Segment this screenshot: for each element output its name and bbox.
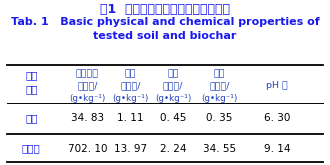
Text: 2. 24: 2. 24 [160, 144, 186, 153]
Text: (g•kg⁻¹): (g•kg⁻¹) [112, 94, 148, 103]
Text: (g•kg⁻¹): (g•kg⁻¹) [201, 94, 238, 103]
Text: tested soil and biochar: tested soil and biochar [93, 31, 237, 41]
Text: 702. 10: 702. 10 [68, 144, 107, 153]
Text: 质量比/: 质量比/ [77, 81, 98, 90]
Text: 6. 30: 6. 30 [264, 113, 290, 123]
Text: 土壤: 土壤 [25, 113, 38, 123]
Text: 全磷: 全磷 [168, 69, 179, 78]
Text: 34. 55: 34. 55 [203, 144, 236, 153]
Text: 供试
材料: 供试 材料 [25, 70, 38, 95]
Text: 质量比/: 质量比/ [209, 81, 230, 90]
Text: 全氮: 全氮 [125, 69, 136, 78]
Text: 总有机碳: 总有机碳 [76, 69, 99, 78]
Text: Tab. 1   Basic physical and chemical properties of: Tab. 1 Basic physical and chemical prope… [11, 17, 319, 27]
Text: 0. 45: 0. 45 [160, 113, 186, 123]
Text: 生物炭: 生物炭 [22, 144, 41, 153]
Text: (g•kg⁻¹): (g•kg⁻¹) [69, 94, 106, 103]
Text: 13. 97: 13. 97 [114, 144, 147, 153]
Text: 1. 11: 1. 11 [117, 113, 144, 123]
Text: 质量比/: 质量比/ [163, 81, 183, 90]
Text: 9. 14: 9. 14 [264, 144, 290, 153]
Text: pH 值: pH 值 [266, 81, 288, 90]
Text: 表1  供试土壤与生物炭基本理化性质: 表1 供试土壤与生物炭基本理化性质 [100, 3, 230, 16]
Text: 全钾: 全钾 [214, 69, 225, 78]
Text: 质量比/: 质量比/ [120, 81, 141, 90]
Text: 34. 83: 34. 83 [71, 113, 104, 123]
Text: (g•kg⁻¹): (g•kg⁻¹) [155, 94, 191, 103]
Text: 0. 35: 0. 35 [206, 113, 233, 123]
